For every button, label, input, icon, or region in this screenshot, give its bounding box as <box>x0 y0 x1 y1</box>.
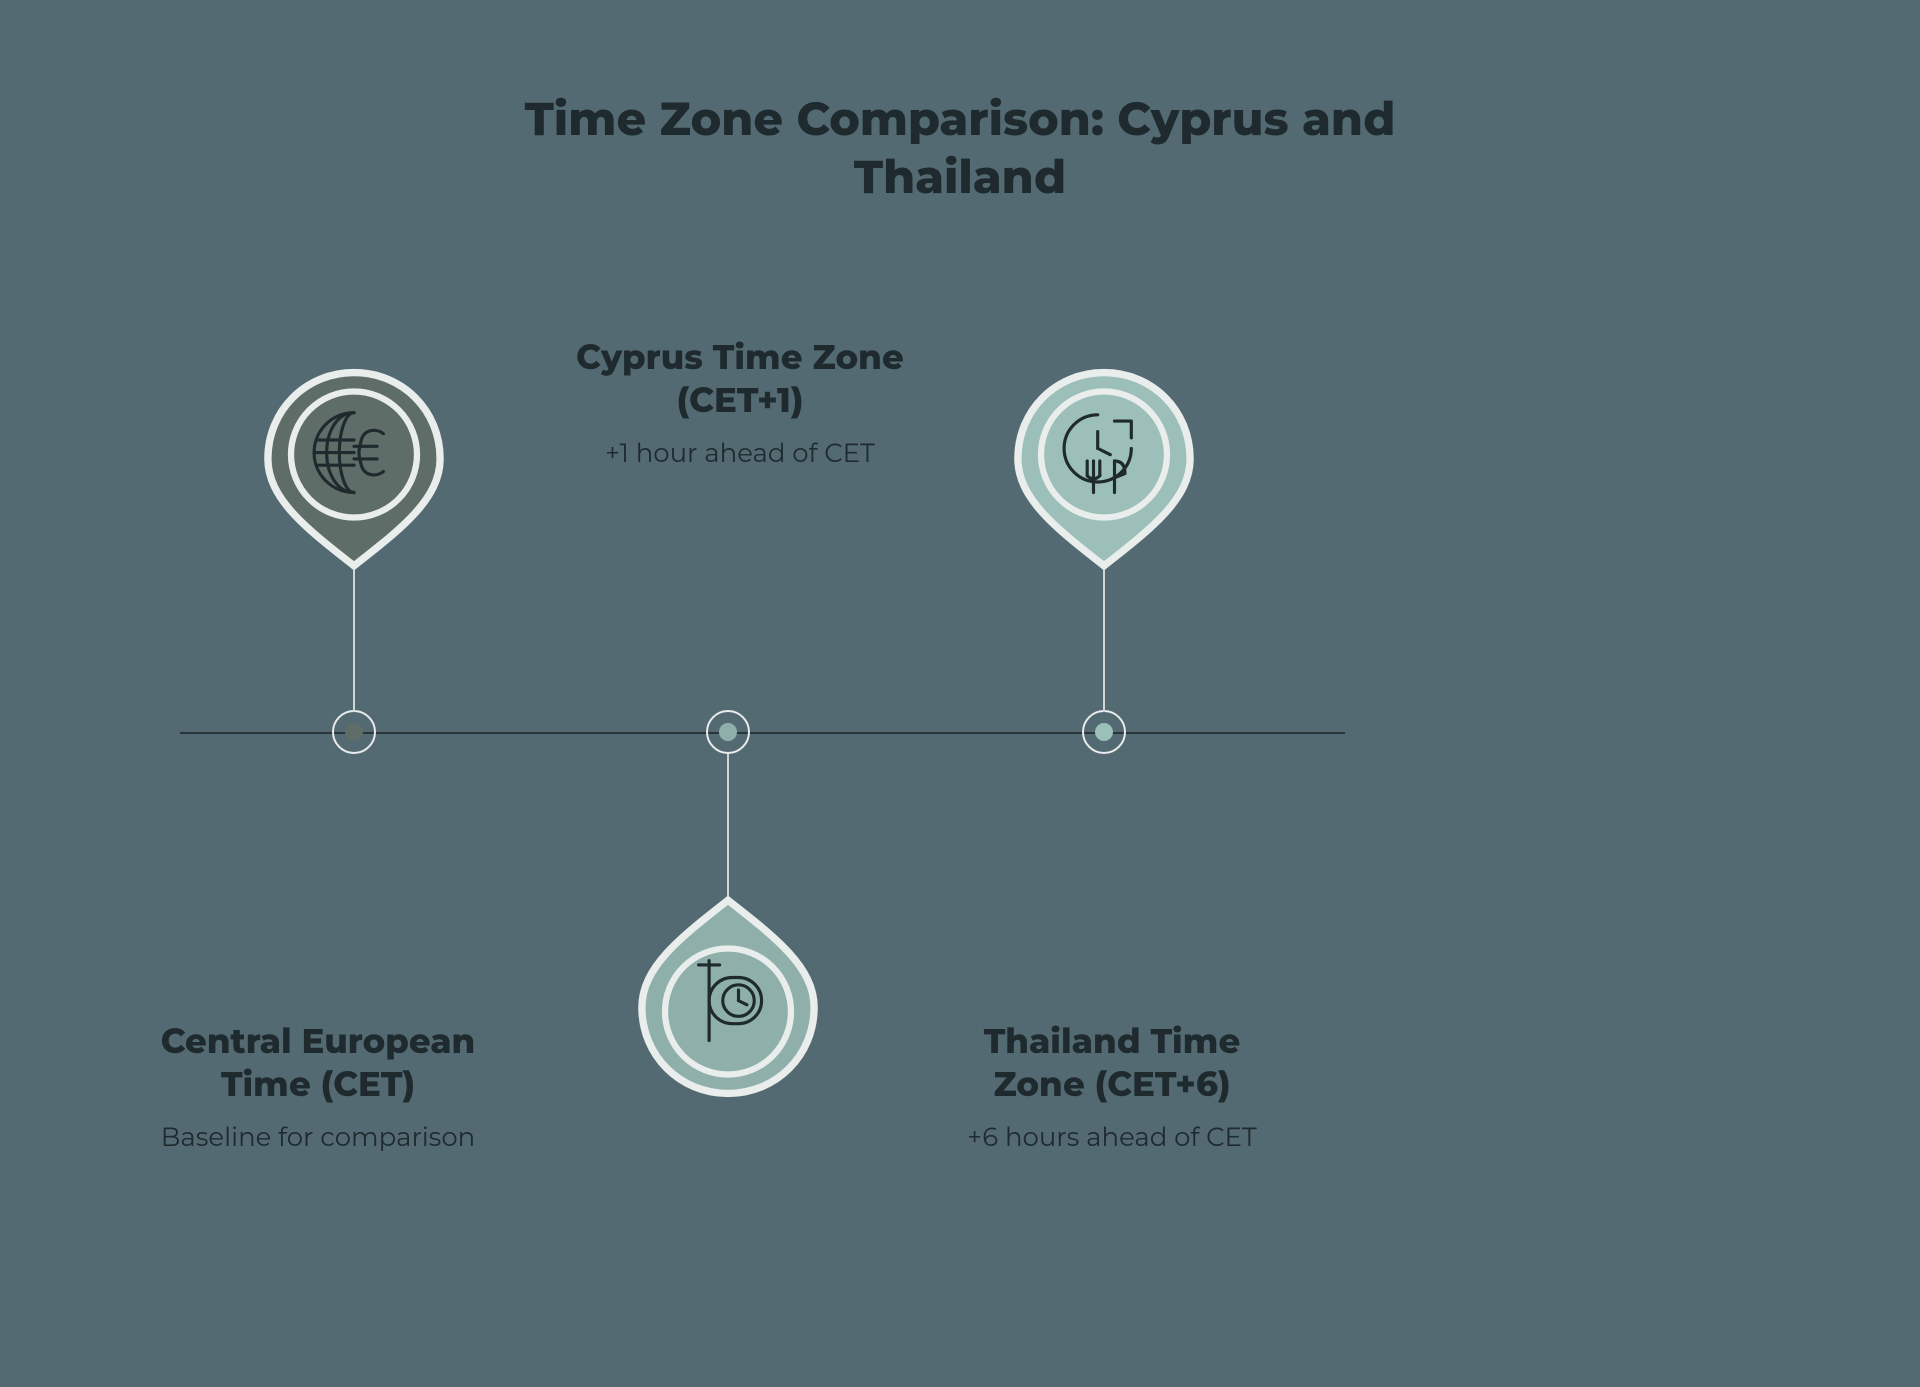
marker-cyprus <box>706 710 750 754</box>
label-title-thailand: Thailand Time Zone (CET+6) <box>937 1020 1287 1105</box>
label-title-cyprus: Cyprus Time Zone (CET+1) <box>565 336 915 421</box>
label-cet: Central European Time (CET) Baseline for… <box>143 1020 493 1155</box>
sign-clock-icon <box>676 948 781 1053</box>
connector-cyprus <box>727 754 729 896</box>
label-title-cet: Central European Time (CET) <box>143 1020 493 1105</box>
pin-cyprus <box>623 896 833 1106</box>
page-title: Time Zone Comparison: Cyprus and Thailan… <box>460 90 1460 205</box>
label-cyprus: Cyprus Time Zone (CET+1) +1 hour ahead o… <box>565 336 915 471</box>
marker-thailand <box>1082 710 1126 754</box>
pin-cet <box>249 360 459 570</box>
marker-inner-thailand <box>1095 723 1113 741</box>
connector-cet <box>353 570 355 712</box>
marker-cet <box>332 710 376 754</box>
clock-fork-icon <box>1052 400 1157 505</box>
globe-euro-icon <box>302 400 407 505</box>
label-sub-cet: Baseline for comparison <box>143 1121 493 1155</box>
pin-thailand <box>999 360 1209 570</box>
marker-inner-cet <box>345 723 363 741</box>
connector-thailand <box>1103 570 1105 712</box>
label-sub-thailand: +6 hours ahead of CET <box>937 1121 1287 1155</box>
label-thailand: Thailand Time Zone (CET+6) +6 hours ahea… <box>937 1020 1287 1155</box>
label-sub-cyprus: +1 hour ahead of CET <box>565 437 915 471</box>
marker-inner-cyprus <box>719 723 737 741</box>
